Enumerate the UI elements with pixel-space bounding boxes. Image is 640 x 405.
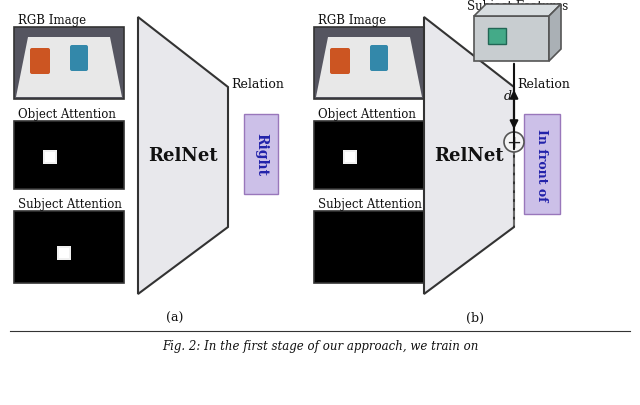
Text: Subject Attention: Subject Attention bbox=[318, 198, 422, 211]
Circle shape bbox=[504, 133, 524, 153]
Text: (b): (b) bbox=[466, 311, 484, 324]
Text: Right: Right bbox=[254, 133, 268, 176]
Bar bbox=[314, 28, 424, 100]
FancyBboxPatch shape bbox=[370, 46, 388, 72]
Bar bbox=[43, 151, 57, 164]
Text: Subject Attention: Subject Attention bbox=[18, 198, 122, 211]
Text: RelNet: RelNet bbox=[148, 147, 218, 165]
Bar bbox=[45, 153, 55, 162]
Text: Fig. 2: In the first stage of our approach, we train on: Fig. 2: In the first stage of our approa… bbox=[162, 339, 478, 352]
Polygon shape bbox=[474, 5, 561, 17]
Bar bbox=[474, 17, 549, 62]
Bar bbox=[59, 248, 69, 258]
Bar bbox=[488, 29, 506, 45]
Text: Relation: Relation bbox=[518, 78, 570, 91]
Bar bbox=[14, 211, 124, 284]
Text: (a): (a) bbox=[166, 311, 184, 324]
Polygon shape bbox=[16, 38, 122, 98]
Polygon shape bbox=[138, 18, 228, 294]
Polygon shape bbox=[424, 18, 514, 294]
Text: RGB Image: RGB Image bbox=[318, 14, 386, 27]
Bar bbox=[57, 246, 71, 260]
Text: +: + bbox=[506, 134, 522, 151]
Text: RelNet: RelNet bbox=[434, 147, 504, 165]
Text: In front of: In front of bbox=[536, 128, 548, 201]
FancyBboxPatch shape bbox=[30, 49, 50, 75]
Bar bbox=[343, 151, 357, 164]
Text: Relation: Relation bbox=[232, 78, 284, 91]
Bar bbox=[14, 122, 124, 190]
Bar bbox=[345, 153, 355, 162]
Text: Object Attention: Object Attention bbox=[318, 108, 416, 121]
Bar bbox=[314, 122, 424, 190]
Text: d: d bbox=[504, 89, 512, 102]
Bar bbox=[314, 211, 424, 284]
Bar bbox=[244, 115, 278, 194]
FancyBboxPatch shape bbox=[330, 49, 350, 75]
Text: Object Attention: Object Attention bbox=[18, 108, 116, 121]
FancyBboxPatch shape bbox=[70, 46, 88, 72]
Bar bbox=[524, 115, 560, 215]
Polygon shape bbox=[316, 38, 422, 98]
Text: Subject Features: Subject Features bbox=[467, 0, 568, 13]
Polygon shape bbox=[549, 5, 561, 62]
Text: RGB Image: RGB Image bbox=[18, 14, 86, 27]
Bar bbox=[14, 28, 124, 100]
